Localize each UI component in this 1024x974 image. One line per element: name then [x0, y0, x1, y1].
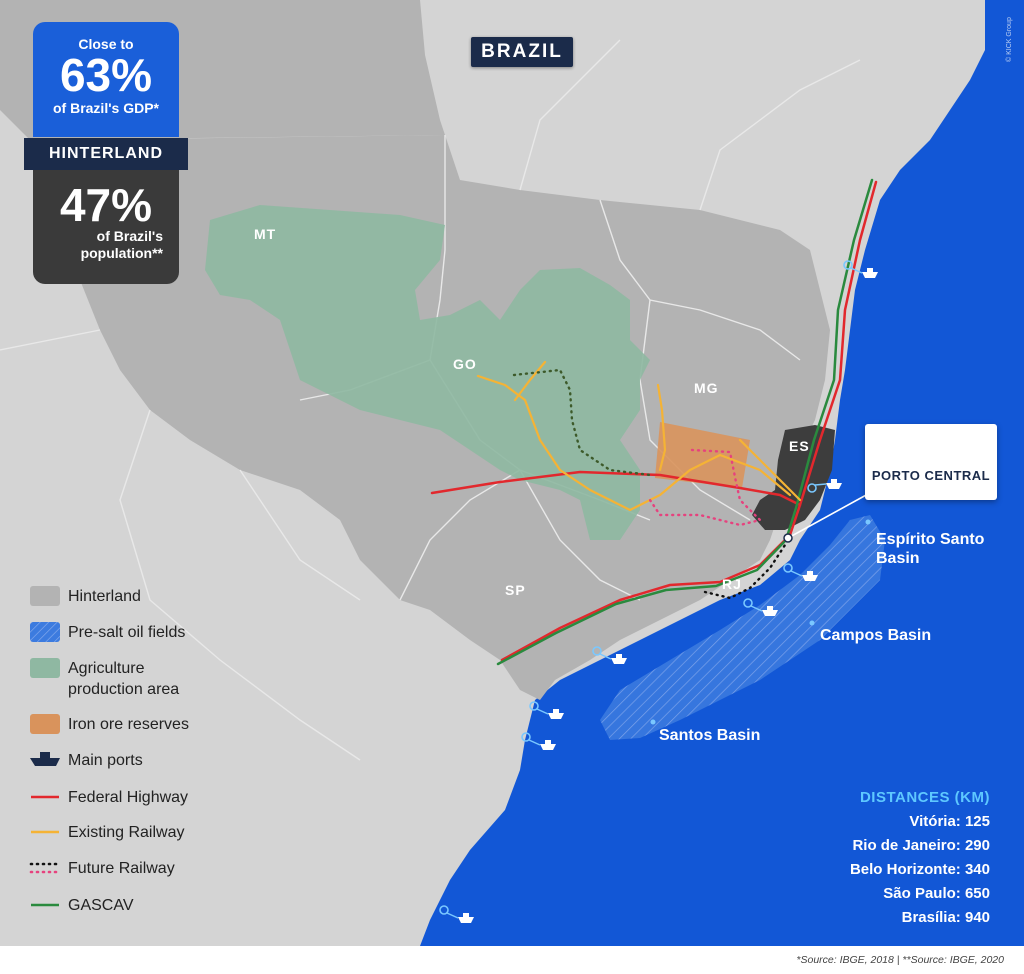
hinterland-label: HINTERLAND: [24, 138, 188, 170]
presalt-field: [600, 515, 885, 740]
legend-ports: Main ports: [68, 752, 143, 769]
ship-icon: [529, 701, 564, 719]
legend-iron: Iron ore reserves: [68, 716, 189, 733]
region-es: ES: [789, 438, 810, 454]
legend-hinterland: Hinterland: [68, 588, 141, 605]
ship-icon: [30, 752, 60, 766]
population-value: 47%: [59, 179, 153, 231]
agriculture-area: [205, 205, 650, 540]
legend-agriculture: Agriculture production area: [68, 660, 180, 698]
basin-campos: Campos Basin: [820, 627, 932, 644]
basin-santos: Santos Basin: [659, 727, 761, 744]
ship-icon: [743, 598, 778, 616]
region-sp: SP: [505, 582, 526, 598]
ship-icon: [592, 646, 627, 664]
porto-central-card: PORTO CENTRAL: [865, 424, 997, 500]
gdp-value: 63%: [59, 49, 153, 101]
legend-presalt: Pre-salt oil fields: [68, 624, 186, 641]
legend-railway: Existing Railway: [68, 824, 185, 841]
legend-gascav: GASCAV: [68, 897, 134, 914]
iron-ore-area: [655, 422, 750, 488]
distance-row: Rio de Janeiro: 290: [852, 837, 990, 854]
distances-heading: DISTANCES (KM): [859, 789, 990, 806]
ship-icon: [783, 563, 818, 581]
copyright: © KICK Group: [1006, 17, 1013, 62]
source-note: *Source: IBGE, 2018 | **Source: IBGE, 20…: [796, 954, 1004, 966]
population-stat-card: 47% of Brazil's population**: [33, 170, 179, 284]
porto-central-pointer: [787, 493, 869, 539]
population-post: of Brazil's population**: [80, 228, 163, 261]
distance-row: São Paulo: 650: [883, 885, 990, 902]
legend-swatches: [29, 586, 61, 907]
distance-row: Belo Horizonte: 340: [849, 861, 990, 878]
region-go: GO: [453, 356, 477, 372]
ship-icon: [521, 732, 556, 750]
ports: [439, 260, 878, 923]
gdp-pre: Close to: [78, 36, 134, 52]
state-borders: [0, 39, 861, 761]
distance-row: Brasília: 940: [901, 909, 990, 926]
future-railways: [512, 368, 787, 600]
legend-future-railway: Future Railway: [68, 860, 175, 877]
ship-icon: [843, 260, 878, 278]
ship-icon: [439, 905, 474, 923]
ocean: [420, 0, 1024, 946]
distances-panel: DISTANCES (KM) Vitória: 125 Rio de Janei…: [850, 786, 990, 930]
region-mg: MG: [694, 380, 719, 396]
gdp-post: of Brazil's GDP*: [52, 100, 160, 116]
gdp-stat-card: Close to 63% of Brazil's GDP*: [33, 22, 179, 137]
railways: [476, 360, 802, 512]
es-state: [752, 425, 835, 530]
basin-espirito-santo: Espírito Santo Basin: [876, 531, 985, 567]
region-mt: MT: [254, 226, 277, 242]
region-rj: RJ: [722, 576, 742, 592]
porto-central-marker: [783, 533, 793, 543]
ship-icon: [807, 479, 842, 493]
map-title: BRAZIL: [471, 37, 573, 67]
legend-highway: Federal Highway: [68, 789, 189, 806]
porto-central-name: PORTO CENTRAL: [871, 468, 991, 483]
distance-row: Vitória: 125: [909, 813, 990, 830]
